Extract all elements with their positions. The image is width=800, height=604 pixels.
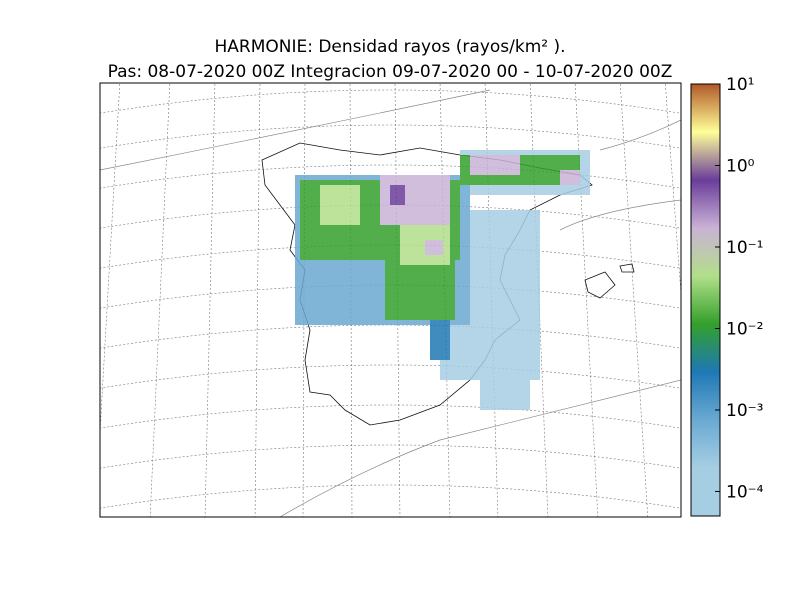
colorbar: 10⁻⁴ 10⁻³ 10⁻² 10⁻¹ 10⁰ 10¹ (690, 75, 764, 517)
colorbar-tick-label: 10⁰ (726, 156, 755, 176)
title-line2: Pas: 08-07-2020 00Z Integracion 09-07-20… (108, 62, 673, 82)
map (99, 82, 682, 518)
colorbar-tick-label: 10¹ (726, 75, 754, 95)
lightning-density (295, 150, 590, 410)
colorbar-tick-label: 10⁻² (726, 319, 763, 339)
colorbar-tick-label: 10⁻¹ (726, 238, 763, 258)
colorbar-tick-label: 10⁻³ (726, 401, 763, 421)
colorbar-fill (690, 83, 721, 517)
title-line1: HARMONIE: Densidad rayos (rayos/km² ). (214, 37, 565, 57)
colorbar-tick-label: 10⁻⁴ (726, 482, 764, 502)
